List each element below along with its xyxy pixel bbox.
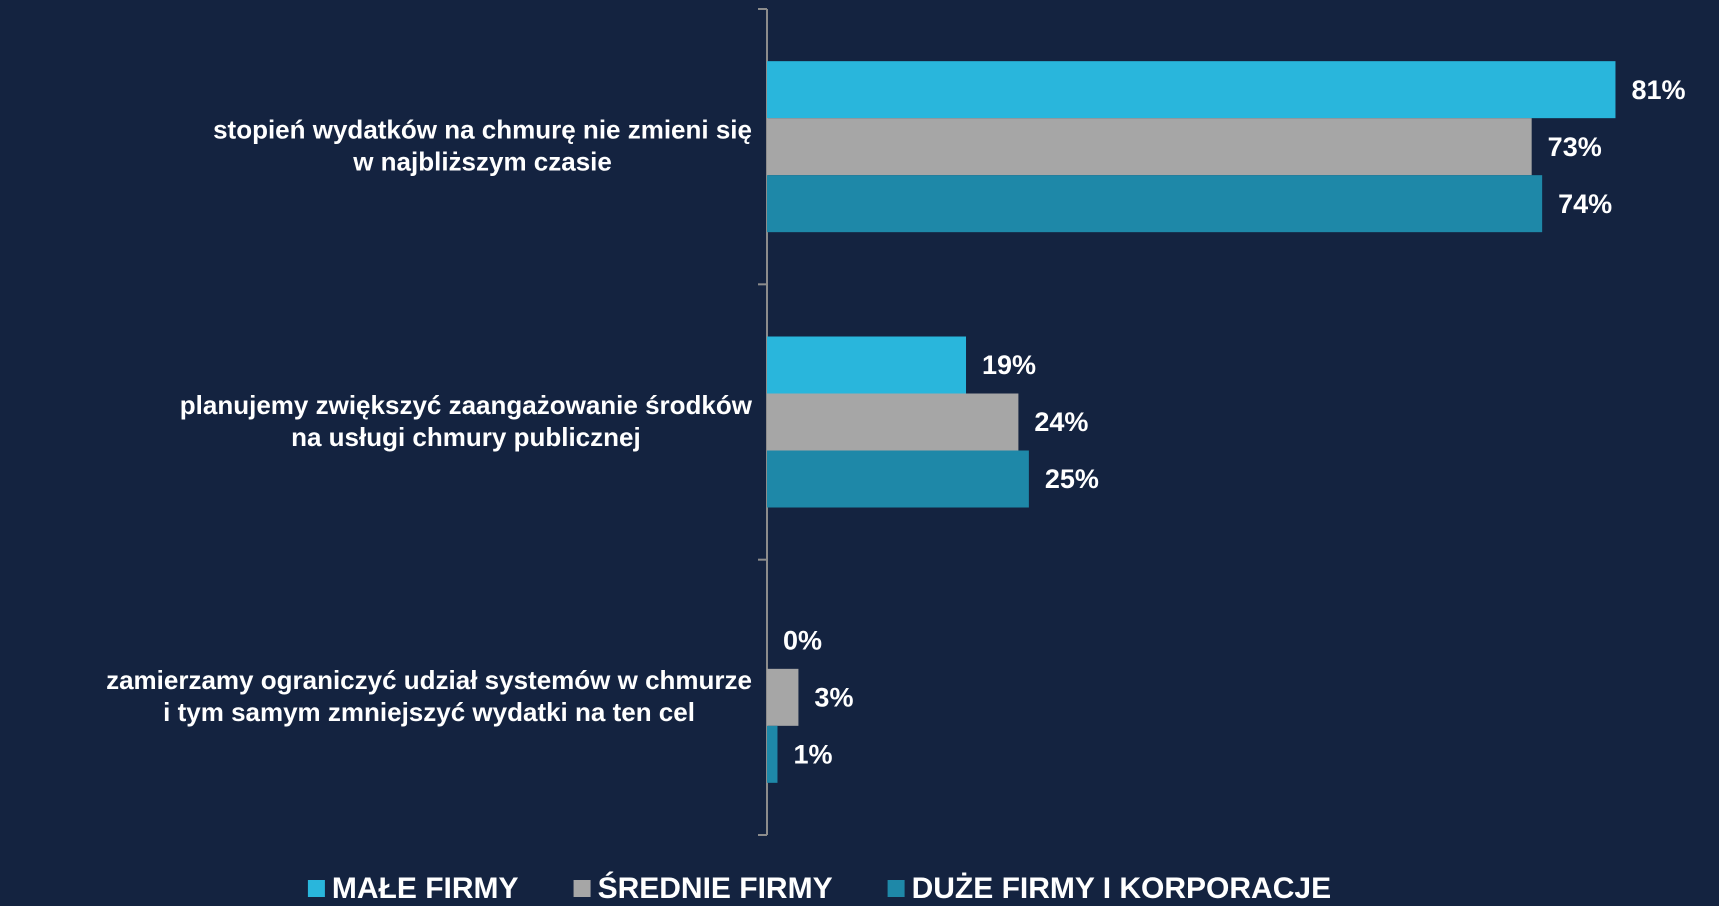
legend-swatch [307, 880, 325, 897]
legend-swatch [573, 880, 591, 897]
bar [767, 175, 1543, 233]
category-label: zamierzamy ograniczyć udział systemów w … [106, 665, 752, 695]
value-label: 1% [793, 739, 832, 769]
legend-label: DUŻE FIRMY I KORPORACJE [912, 872, 1332, 905]
bar [767, 668, 799, 726]
value-label: 25% [1045, 464, 1099, 494]
legend-label: ŚREDNIE FIRMY [598, 871, 833, 905]
value-label: 19% [982, 350, 1036, 380]
value-label: 3% [814, 682, 853, 712]
value-label: 0% [783, 625, 822, 655]
value-label: 24% [1034, 407, 1088, 437]
value-label: 74% [1558, 189, 1612, 219]
category-label: planujemy zwiększyć zaangażowanie środkó… [180, 390, 753, 420]
bar [767, 118, 1532, 176]
bar [767, 725, 778, 783]
legend-swatch [887, 880, 905, 897]
bar [767, 450, 1029, 508]
value-label: 73% [1548, 132, 1602, 162]
category-label: stopień wydatków na chmurę nie zmieni si… [213, 115, 752, 145]
bar [767, 336, 967, 394]
bar [767, 393, 1019, 451]
category-label: na usługi chmury publicznej [291, 422, 641, 452]
legend-label: MAŁE FIRMY [332, 872, 519, 905]
bar [767, 61, 1616, 119]
category-label: i tym samym zmniejszyć wydatki na ten ce… [163, 697, 695, 727]
category-label: w najbliższym czasie [352, 147, 612, 177]
value-label: 81% [1631, 75, 1685, 105]
